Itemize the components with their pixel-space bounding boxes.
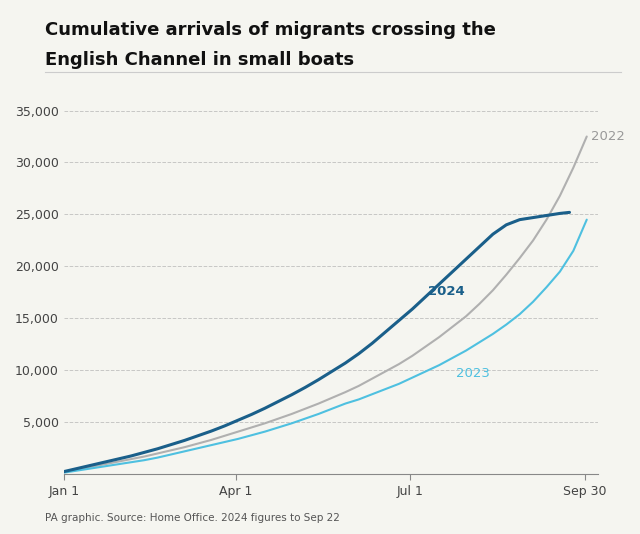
Text: English Channel in small boats: English Channel in small boats — [45, 51, 354, 69]
Text: 2023: 2023 — [456, 367, 490, 380]
Text: 2024: 2024 — [428, 285, 465, 298]
Text: PA graphic. Source: Home Office. 2024 figures to Sep 22: PA graphic. Source: Home Office. 2024 fi… — [45, 513, 340, 523]
Text: 2022: 2022 — [591, 130, 625, 143]
Text: Cumulative arrivals of migrants crossing the: Cumulative arrivals of migrants crossing… — [45, 21, 495, 40]
